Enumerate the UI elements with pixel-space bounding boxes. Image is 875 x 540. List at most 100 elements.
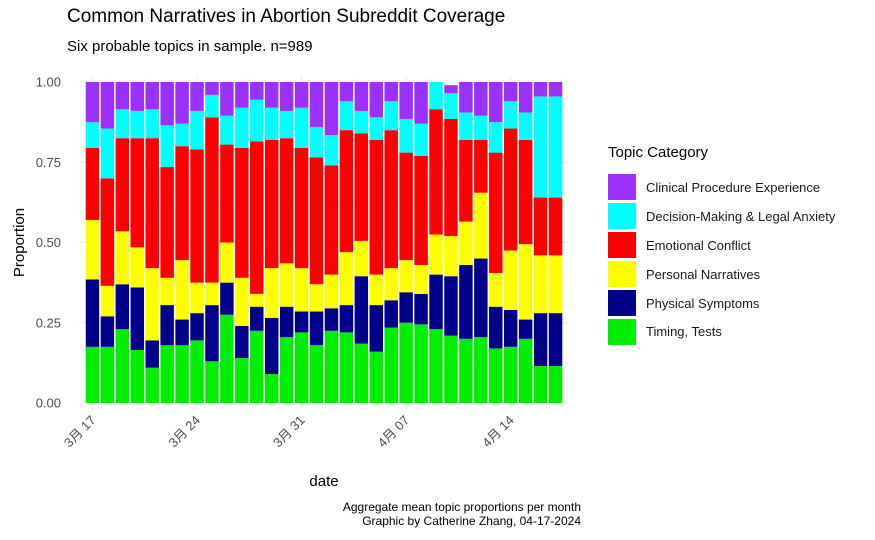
bar-segment	[100, 346, 115, 403]
bar-segment	[250, 330, 264, 403]
bar-segment	[324, 165, 339, 275]
bar-segment	[339, 82, 354, 102]
bar-segment	[175, 260, 189, 320]
bar-segment	[474, 115, 488, 140]
bar-segment	[190, 340, 204, 403]
legend-item: Physical Symptoms	[608, 289, 835, 318]
legend-item: Clinical Procedure Experience	[608, 173, 835, 202]
bar-segment	[145, 367, 159, 403]
bar-segment	[429, 329, 443, 403]
bar-segment	[205, 117, 219, 283]
legend-label: Personal Narratives	[646, 266, 761, 282]
bar-segment	[518, 319, 533, 339]
bar-segment	[354, 240, 369, 277]
bar-segment	[309, 345, 324, 403]
bar-segment	[429, 109, 443, 235]
bar-segment	[444, 118, 458, 237]
bar-segment	[130, 110, 145, 139]
bar-segment	[85, 147, 100, 221]
bar-segment	[264, 268, 279, 318]
bar-segment	[279, 263, 294, 307]
legend-swatch	[608, 203, 636, 230]
bar-segment	[324, 274, 339, 309]
bar-segment	[205, 305, 219, 362]
bar-segment	[115, 82, 130, 110]
bar-segment	[489, 272, 503, 307]
bar-segment	[533, 96, 548, 198]
bar-segment	[130, 287, 145, 351]
bar-segment	[533, 82, 548, 97]
bar-segment	[489, 152, 503, 273]
bar-segment	[279, 306, 294, 338]
bar-segment	[489, 306, 503, 349]
bar-segment	[85, 122, 100, 148]
bar-segment	[533, 255, 548, 314]
bar-segment	[444, 236, 458, 277]
x-axis-title: date	[309, 473, 338, 490]
bar-segment	[220, 82, 234, 116]
bar-segment	[279, 110, 294, 139]
bar-segment	[489, 122, 503, 153]
bar-segment	[175, 123, 189, 147]
bar-segment	[205, 282, 219, 306]
bar-segment	[474, 192, 488, 259]
bar-segment	[354, 82, 369, 111]
x-tick-label: 3月 24	[165, 413, 203, 451]
bar-segment	[339, 332, 354, 403]
legend-label: Clinical Procedure Experience	[646, 179, 821, 195]
legend-swatch	[608, 232, 636, 259]
legend-items: Clinical Procedure Experience Decision-Ma…	[608, 173, 835, 346]
legend-label: Physical Symptoms	[646, 295, 760, 311]
bar-segment	[115, 284, 130, 330]
bar-segment	[474, 337, 488, 403]
bar-segment	[354, 343, 369, 403]
bar-segment	[503, 309, 518, 347]
bar-segment	[294, 82, 309, 108]
bar-segment	[279, 138, 294, 264]
bar-segment	[294, 147, 309, 269]
bar-segment	[548, 313, 563, 367]
bar-segment	[309, 126, 324, 158]
bar-segment	[294, 332, 309, 403]
bar-segment	[503, 128, 518, 251]
legend-label: Emotional Conflict	[646, 237, 751, 253]
bar-segment	[160, 305, 174, 346]
bar-segment	[399, 260, 413, 293]
bar-segment	[115, 109, 130, 139]
bar-segment	[250, 82, 264, 100]
bar-segment	[264, 107, 279, 140]
bar-segment	[175, 319, 189, 346]
bar-segment	[474, 82, 488, 116]
bar-segment	[220, 282, 234, 315]
legend-label: Timing, Tests	[646, 324, 722, 340]
y-axis-title: Proportion	[11, 208, 28, 277]
bar-segment	[205, 82, 219, 95]
bar-segment	[384, 101, 398, 131]
bar-segment	[369, 82, 384, 118]
bar-segment	[235, 147, 249, 278]
bar-segment	[548, 366, 563, 403]
bar-segment	[235, 325, 249, 359]
bar-segment	[339, 305, 354, 333]
bar-segment	[190, 82, 204, 111]
bar-segment	[444, 93, 458, 119]
bar-segment	[489, 82, 503, 123]
bar-segment	[503, 82, 518, 102]
bar-segment	[250, 141, 264, 294]
x-tick-label: 3月 31	[270, 413, 308, 451]
bar-segment	[339, 130, 354, 253]
bar-segment	[354, 110, 369, 134]
bar-segment	[459, 221, 473, 265]
bar-segment	[444, 276, 458, 336]
bar-segment	[324, 330, 339, 403]
bar-segment	[384, 327, 398, 403]
bar-segment	[369, 274, 384, 306]
bar-segment	[474, 258, 488, 338]
bar-segment	[384, 300, 398, 328]
bar-segment	[324, 82, 339, 135]
bar-segment	[175, 146, 189, 261]
legend-item: Decision-Making & Legal Anxiety	[608, 202, 835, 231]
bar-segment	[264, 374, 279, 403]
bar-segment	[429, 274, 443, 330]
